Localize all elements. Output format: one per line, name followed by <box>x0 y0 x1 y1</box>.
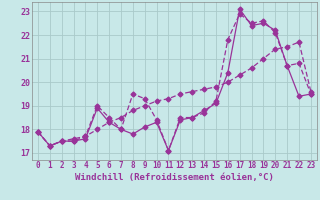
X-axis label: Windchill (Refroidissement éolien,°C): Windchill (Refroidissement éolien,°C) <box>75 173 274 182</box>
